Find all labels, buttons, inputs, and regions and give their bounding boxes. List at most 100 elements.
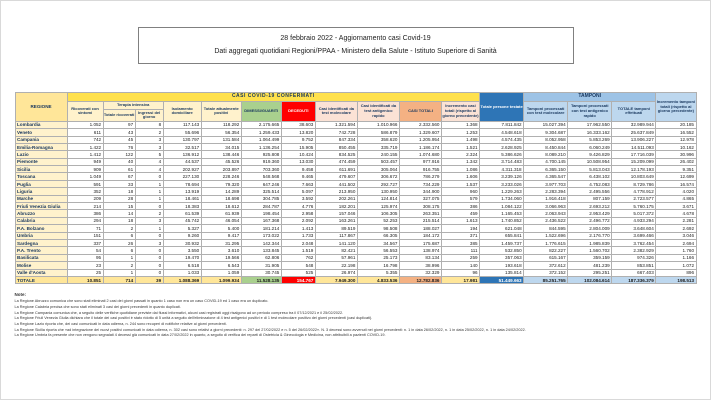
data-cell: 459 <box>440 209 481 218</box>
data-cell: 10.508.954 <box>567 157 613 167</box>
data-cell: 1.165.453 <box>479 209 525 218</box>
data-cell: 12.978 <box>655 135 697 144</box>
data-cell: 1.606 <box>440 172 481 181</box>
data-cell: 11.528.135 <box>240 275 282 285</box>
data-cell: 532.850 <box>479 246 525 255</box>
data-cell: 215.514 <box>398 216 442 226</box>
table-row: Friuli Venezia Giulia 214 15 0 18.383 18.612 2… <box>14 201 697 211</box>
data-cell: 5 <box>134 150 164 159</box>
data-cell: 61.539 <box>162 209 202 218</box>
data-cell: 579 <box>440 194 481 204</box>
data-cell: 30.996 <box>655 150 697 159</box>
data-cell: 34.015 <box>200 142 242 152</box>
note-line: La Regione Campania comunica che, a segu… <box>14 310 344 315</box>
data-cell: 34.567 <box>356 238 400 248</box>
data-cell: 3.233.026 <box>479 179 525 189</box>
data-cell: 2.324 <box>440 150 481 159</box>
data-cell: 13.906.227 <box>611 135 657 144</box>
data-cell: 3.550 <box>162 246 202 255</box>
data-cell: 372.612 <box>523 261 569 270</box>
data-cell: 9.465 <box>280 172 316 181</box>
data-cell: 5.853.269 <box>567 135 613 144</box>
data-cell: 30.745 <box>240 268 282 277</box>
data-cell: 3.239.126 <box>479 172 525 181</box>
data-cell: 8.450.844 <box>523 142 569 152</box>
column-header-tamponi-molecolare: Tamponi processati con test molecolare <box>523 100 569 122</box>
data-cell: 6.543 <box>200 261 242 270</box>
data-cell: 89.519 <box>314 224 358 233</box>
table-row: Liguria 352 18 1 13.919 14.289 325.514 5.097 213… <box>14 187 697 196</box>
data-cell: 31.295 <box>200 238 242 248</box>
data-cell: 949 <box>66 157 104 167</box>
data-cell: 19.470 <box>162 253 202 263</box>
data-cell: 4.365.547 <box>523 172 569 181</box>
data-cell: 122 <box>102 150 136 159</box>
data-cell: 111 <box>440 246 481 255</box>
data-cell: 834.525 <box>314 150 358 159</box>
data-cell: 61.939 <box>200 209 242 218</box>
table-body: Lombardia 1.052 97 8 117.143 118.292 2.175.665… <box>14 120 697 285</box>
data-cell: 167.368 <box>240 216 282 226</box>
data-cell: 10.803.649 <box>611 172 657 181</box>
data-cell: 703.360 <box>240 165 282 174</box>
data-cell: 2.693.212 <box>567 201 613 211</box>
data-cell: 1.088.369 <box>162 275 202 285</box>
data-cell: 2.694 <box>655 238 697 248</box>
data-cell: 909 <box>66 165 104 174</box>
data-cell: 17.962.550 <box>567 120 613 130</box>
data-cell: 7.811.842 <box>479 120 525 130</box>
column-header-deceduti: DECEDUTI <box>280 100 316 122</box>
data-cell: 1.253 <box>440 128 481 137</box>
data-cell: 1.084.122 <box>479 201 525 211</box>
data-cell: 3 <box>134 142 164 152</box>
data-cell: 762 <box>280 253 316 263</box>
data-cell: 386 <box>66 209 104 218</box>
data-cell: 1.521 <box>440 142 481 152</box>
data-cell: 2 <box>102 261 136 270</box>
data-cell: 193.618 <box>479 261 525 270</box>
table-row: Sicilia 909 61 4 202.927 203.897 703.360 9.458 6… <box>14 165 697 174</box>
data-cell: 7.949.300 <box>314 275 358 285</box>
title-line-1: 28 febbraio 2022 - Aggiornamento casi Co… <box>280 35 431 42</box>
data-cell: 308.175 <box>398 201 442 211</box>
data-cell: 1.186.174 <box>398 142 442 152</box>
data-cell: 591 <box>66 179 104 189</box>
data-cell: 181.214 <box>240 224 282 233</box>
data-cell: 25 <box>66 268 104 277</box>
column-header-casi-totali: CASI TOTALI <box>398 100 442 122</box>
region-name: Piemonte <box>14 157 68 167</box>
region-name: Marche <box>14 194 68 204</box>
data-cell: 138.446 <box>200 150 242 159</box>
data-cell: 2.382.929 <box>611 246 657 255</box>
data-cell: 10.162 <box>655 142 697 152</box>
data-cell: 3.066.963 <box>523 201 569 211</box>
data-cell: 55.696 <box>162 128 202 137</box>
data-cell: 182.201 <box>314 201 358 211</box>
data-cell: 1.412 <box>66 150 104 159</box>
data-cell: 8 <box>134 120 164 130</box>
data-cell: 3 <box>134 238 164 248</box>
data-cell: 67 <box>102 172 136 181</box>
data-cell: 2.495.556 <box>567 187 613 196</box>
data-cell: 974.326 <box>611 253 657 263</box>
table-row: Basilicata 95 1 0 19.470 19.566 62.806 762 57.96… <box>14 253 697 263</box>
data-cell: 3.714.483 <box>479 157 525 167</box>
data-cell: 284.787 <box>240 201 282 211</box>
data-cell: 621.048 <box>479 224 525 233</box>
data-cell: 14.289 <box>200 187 242 196</box>
data-cell: 647.246 <box>240 179 282 189</box>
data-cell: 56.553 <box>356 246 400 255</box>
data-cell: 9.458 <box>280 165 316 174</box>
totale-row: TOTALE 10.851 714 39 1.088.369 1.099.934 11.52… <box>14 275 697 285</box>
data-cell: 548 <box>280 261 316 270</box>
data-cell: 615.167 <box>523 253 569 263</box>
data-cell: 14.511.093 <box>611 142 657 152</box>
data-cell: 4.752.083 <box>567 179 613 189</box>
data-cell: 45 <box>102 135 136 144</box>
data-cell: 5.760.175 <box>611 201 657 211</box>
data-cell: 106.305 <box>356 209 400 218</box>
region-name: P.A. Trento <box>14 246 68 255</box>
data-cell: 1.734.060 <box>479 194 525 204</box>
data-cell: 98.508 <box>356 224 400 233</box>
data-cell: 4.574.435 <box>479 135 525 144</box>
